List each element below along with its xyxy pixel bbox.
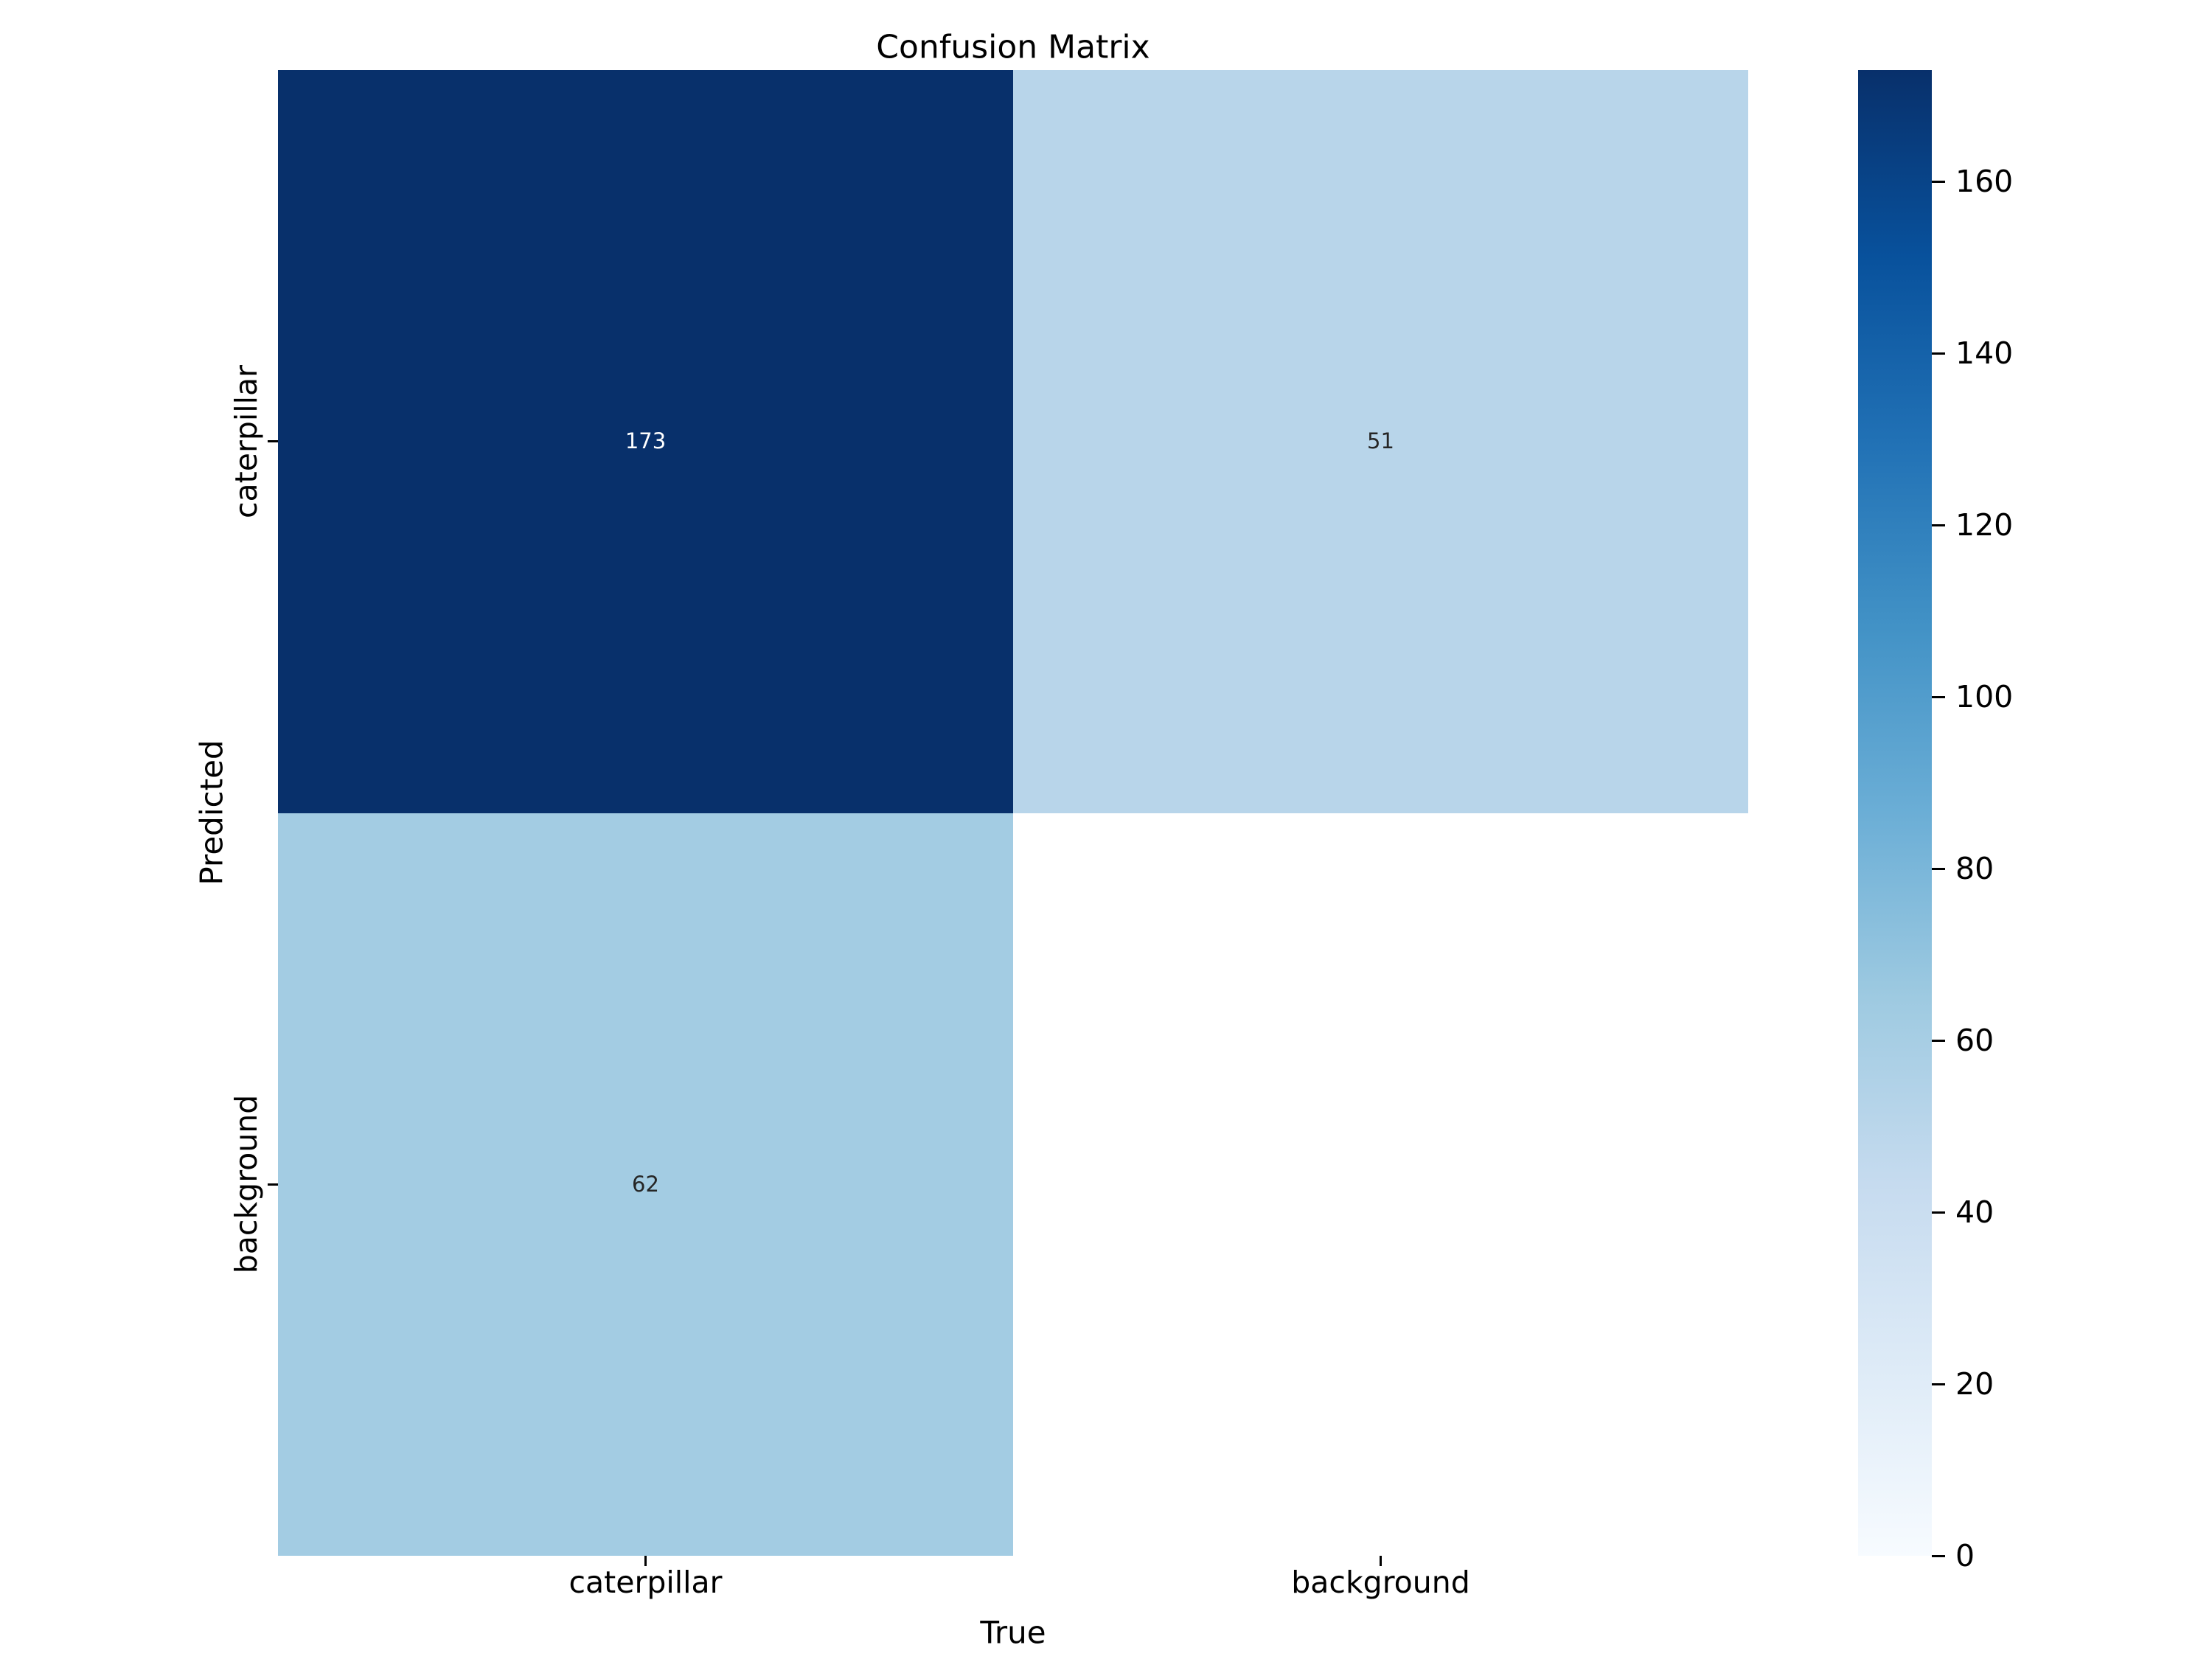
heatmap-cell-r1-c1	[1013, 813, 1748, 1556]
colorbar-tick-mark	[1932, 695, 1945, 698]
cell-annotation: 51	[1367, 428, 1394, 454]
cell-annotation: 62	[632, 1171, 659, 1197]
heatmap-cell-r0-c0: 173	[278, 70, 1013, 813]
colorbar-tick-label: 140	[1955, 335, 2014, 372]
colorbar-tick-mark	[1932, 1211, 1945, 1214]
colorbar-tick-label: 100	[1955, 679, 2014, 715]
x-tick-label: background	[1291, 1565, 1470, 1600]
x-tick-mark	[644, 1556, 647, 1566]
x-tick-label: caterpillar	[568, 1565, 723, 1600]
colorbar-tick-label: 120	[1955, 507, 2014, 543]
y-tick-label: caterpillar	[229, 364, 264, 518]
colorbar-tick-mark	[1932, 352, 1945, 355]
cell-annotation: 173	[625, 428, 667, 454]
colorbar-tick-mark	[1932, 867, 1945, 870]
colorbar-tick-mark	[1932, 180, 1945, 183]
y-tick-mark	[268, 1183, 278, 1186]
y-axis-label: Predicted	[193, 740, 230, 886]
colorbar-tick-label: 20	[1955, 1366, 1994, 1402]
colorbar-tick-mark	[1932, 524, 1945, 526]
y-tick-mark	[268, 440, 278, 443]
colorbar-tick-label: 40	[1955, 1194, 1994, 1231]
heatmap-cell-r0-c1: 51	[1013, 70, 1748, 813]
chart-title: Confusion Matrix	[876, 28, 1150, 66]
colorbar-tick-mark	[1932, 1382, 1945, 1385]
colorbar-tick-mark	[1932, 1554, 1945, 1557]
heatmap-grid: 173 51 62	[278, 70, 1748, 1556]
x-axis-label: True	[980, 1614, 1046, 1651]
colorbar-tick-label: 160	[1955, 164, 2014, 200]
colorbar-tick-label: 80	[1955, 851, 1994, 887]
colorbar-tick-mark	[1932, 1039, 1945, 1042]
heatmap-cell-r1-c0: 62	[278, 813, 1013, 1556]
colorbar-tick-label: 60	[1955, 1023, 1994, 1059]
colorbar-tick-label: 0	[1955, 1538, 1975, 1573]
colorbar-gradient	[1858, 70, 1932, 1556]
x-tick-mark	[1380, 1556, 1382, 1566]
y-tick-label: background	[229, 1095, 264, 1274]
